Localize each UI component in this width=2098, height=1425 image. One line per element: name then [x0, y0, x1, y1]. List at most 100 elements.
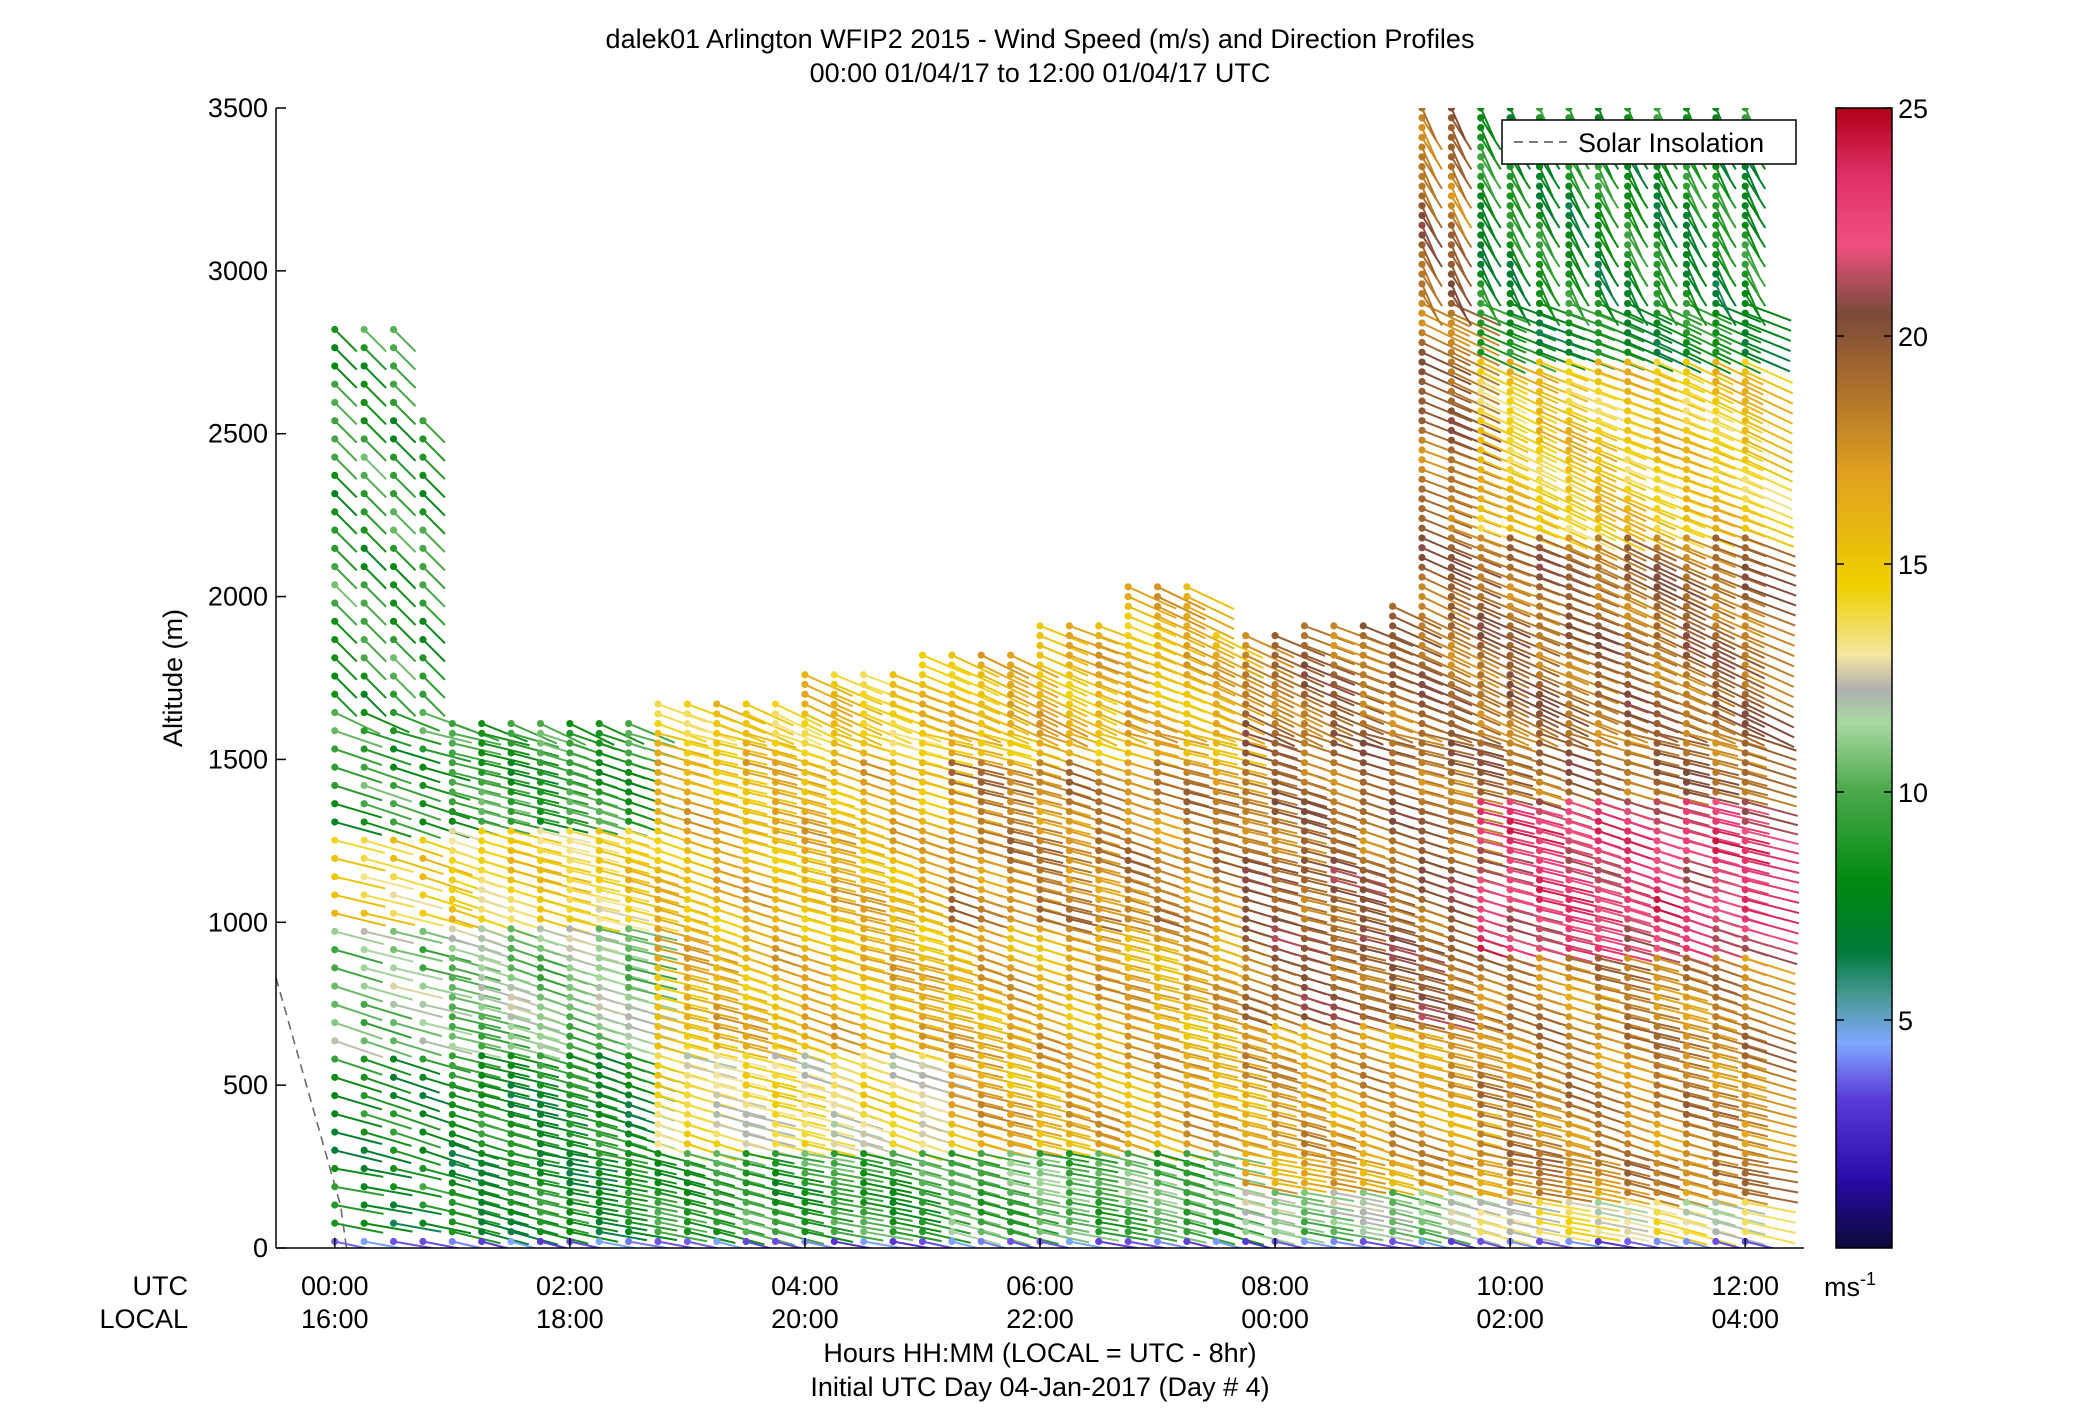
wind-barb-dot [801, 1189, 809, 1197]
wind-barb-dot [1212, 866, 1220, 874]
wind-barb-dot [625, 1179, 633, 1187]
wind-barb-dot [654, 1179, 662, 1187]
wind-barb-stick [1274, 1103, 1327, 1120]
wind-barb-stick [1274, 908, 1328, 924]
wind-barb-stick [716, 820, 768, 836]
wind-barb-stick [422, 492, 446, 517]
wind-barb-stick [863, 878, 915, 895]
wind-barb-stick [1480, 1064, 1533, 1081]
wind-barb-dot [1183, 1042, 1191, 1050]
wind-barb-stick [775, 751, 826, 769]
wind-barb-stick [981, 1172, 1031, 1186]
wind-barb-stick [1245, 742, 1298, 760]
wind-barb-stick [1245, 761, 1298, 779]
wind-barb-dot [536, 827, 545, 835]
wind-barb-dot [566, 1091, 574, 1099]
wind-barb-stick [1157, 1191, 1207, 1207]
wind-barb-dot [1095, 876, 1103, 884]
wind-barb-dot [830, 729, 838, 737]
wind-barb-dot [389, 508, 398, 516]
wind-barb-dot [1300, 788, 1309, 796]
wind-barb-stick [334, 638, 358, 663]
wind-barb-stick [1098, 703, 1148, 725]
wind-barb-stick [452, 1054, 501, 1069]
wind-barb-dot [478, 1198, 486, 1206]
wind-barb-dot [1007, 856, 1015, 865]
wind-barb-dot [1389, 1013, 1397, 1021]
wind-barb-stick [452, 1172, 500, 1188]
wind-barb-stick [1451, 1113, 1503, 1128]
wind-barb-dot [977, 729, 985, 737]
wind-barb-dot [1095, 651, 1103, 659]
wind-barb-stick [1127, 1045, 1180, 1062]
wind-barb-stick [863, 1006, 914, 1022]
wind-barb-dot [536, 837, 545, 845]
wind-barb-dot [1418, 182, 1426, 190]
wind-barb-dot [1007, 778, 1015, 786]
wind-barb-dot [1153, 1130, 1162, 1138]
wind-barb-dot [1007, 1198, 1015, 1206]
wind-barb-stick [628, 937, 678, 952]
wind-barb-dot [1359, 983, 1367, 992]
wind-barb-dot [830, 1189, 838, 1197]
wind-barb-dot [1124, 1159, 1132, 1167]
wind-barb-dot [1242, 1228, 1250, 1236]
wind-barb-dot [507, 1120, 515, 1128]
wind-barb-stick [1186, 1074, 1239, 1089]
wind-barb-stick [393, 1204, 442, 1216]
wind-barb-stick [1421, 751, 1475, 767]
wind-barb-dot [1065, 944, 1073, 952]
wind-barb-stick [422, 675, 446, 699]
wind-barb-stick [834, 869, 886, 885]
wind-barb-stick [481, 751, 530, 766]
wind-barb-stick [980, 751, 1032, 767]
wind-barb-stick [1039, 1074, 1091, 1092]
wind-barb-dot [1389, 827, 1397, 835]
wind-barb-stick [1245, 1201, 1296, 1215]
wind-barb-dot [771, 1022, 780, 1031]
wind-barb-dot [771, 925, 780, 933]
wind-barb-dot [566, 768, 574, 777]
wind-barb-stick [363, 748, 412, 766]
wind-barb-dot [1095, 1120, 1103, 1128]
wind-barb-dot [830, 1179, 838, 1187]
wind-barb-dot [1183, 954, 1191, 962]
wind-barb-stick [1069, 1142, 1121, 1159]
wind-barb-dot [1330, 807, 1338, 816]
wind-barb-stick [1392, 976, 1446, 992]
wind-barb-dot [713, 759, 721, 767]
wind-barb-dot [948, 954, 956, 962]
wind-barb-dot [1153, 1140, 1162, 1148]
wind-barb-stick [510, 732, 560, 749]
wind-barb-dot [419, 1219, 427, 1227]
wind-barb-stick [1304, 918, 1357, 933]
wind-barb-dot [1447, 778, 1455, 786]
wind-barb-stick [1245, 791, 1298, 807]
wind-barb-dot [1212, 944, 1220, 952]
wind-barb-stick [392, 657, 417, 681]
wind-barb-dot [683, 1042, 691, 1050]
wind-barb-stick [1421, 488, 1473, 509]
wind-barb-stick [1157, 605, 1206, 630]
wind-barb-dot [1153, 1091, 1162, 1099]
wind-barb-stick [1010, 1191, 1060, 1205]
wind-barb-dot [1153, 944, 1162, 952]
wind-barb-stick [1392, 615, 1443, 640]
wind-barb-dot [1242, 915, 1250, 923]
wind-barb-dot [1095, 807, 1103, 816]
wind-barb-stick [1450, 644, 1500, 670]
wind-barb-stick [1245, 1074, 1298, 1090]
wind-barb-dot [1418, 1149, 1426, 1158]
wind-barb-dot [830, 1228, 838, 1236]
wind-barb-stick [1274, 1074, 1327, 1092]
wind-barb-dot [713, 934, 721, 943]
wind-barb-stick [1157, 1152, 1206, 1168]
wind-barb-dot [860, 1022, 868, 1031]
wind-barb-stick [892, 966, 945, 982]
wind-barb-dot [1153, 876, 1162, 884]
wind-barb-dot [1036, 974, 1044, 982]
wind-barb-dot [389, 635, 398, 644]
wind-barb-stick [716, 1152, 766, 1167]
wind-barb-stick [393, 1003, 443, 1019]
wind-barb-stick [392, 456, 417, 480]
